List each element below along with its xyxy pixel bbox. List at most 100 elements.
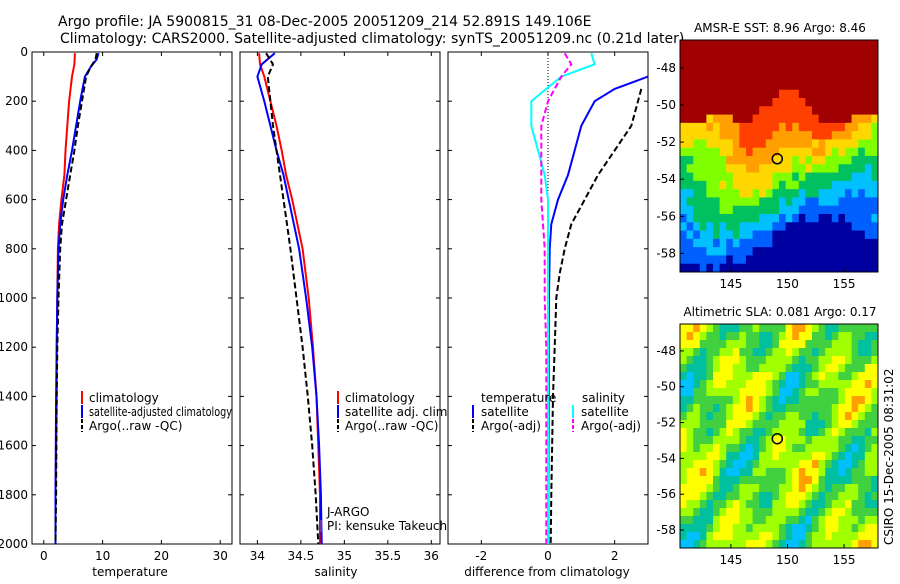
map-cell — [693, 356, 701, 365]
map-cell — [693, 500, 701, 509]
map-cell — [831, 131, 839, 140]
map-cell — [858, 73, 866, 82]
map-cell — [871, 452, 879, 461]
map-cell — [772, 73, 780, 82]
map-cell — [818, 524, 826, 533]
map-cell — [818, 40, 826, 49]
map-cell — [831, 205, 839, 215]
map-cell — [858, 444, 866, 453]
map-cell — [792, 40, 800, 49]
map-cell — [759, 64, 767, 74]
map-cell — [752, 64, 760, 74]
map-cell — [713, 147, 720, 157]
map-cell — [818, 164, 826, 173]
map-cell — [845, 388, 852, 397]
map-cell — [699, 404, 707, 413]
map-cell — [739, 156, 747, 165]
map-cell — [805, 484, 813, 493]
map-cell — [719, 404, 727, 413]
map-cell — [798, 348, 806, 357]
map-cell — [772, 106, 780, 115]
map-cell — [772, 420, 780, 429]
map-cell — [851, 540, 859, 549]
map-cell — [759, 139, 767, 149]
map-cell — [798, 396, 806, 405]
map-cell — [713, 428, 720, 437]
map-cell — [858, 508, 866, 517]
map-cell — [699, 214, 707, 223]
map-cell — [686, 324, 694, 333]
map-cell — [845, 324, 852, 333]
map-cell — [858, 89, 866, 99]
map-cell — [851, 468, 859, 477]
map-cell — [739, 348, 747, 357]
map-cell — [726, 197, 734, 207]
map-cell — [818, 540, 826, 549]
x-tick-label: 20 — [154, 549, 169, 563]
map-cell — [779, 532, 786, 541]
map-cell — [765, 222, 773, 231]
map-cell — [818, 172, 826, 182]
legend-argo: Argo(..raw -QC) — [89, 419, 182, 433]
map-cell — [765, 380, 773, 389]
map-cell — [713, 247, 720, 256]
map-cell — [759, 56, 767, 66]
map-cell — [719, 484, 727, 493]
map-cell — [812, 372, 819, 381]
map-cell — [746, 73, 753, 82]
map-cell — [779, 114, 786, 124]
map-cell — [805, 147, 813, 157]
map-cell — [805, 388, 813, 397]
map-cell — [864, 428, 872, 437]
map-cell — [785, 396, 793, 405]
map-cell — [871, 372, 879, 381]
map-cell — [706, 147, 714, 157]
map-cell — [792, 56, 800, 66]
map-cell — [759, 452, 767, 461]
map-cell — [752, 81, 760, 91]
map-cell — [838, 412, 846, 421]
map-cell — [818, 396, 826, 405]
map-cell — [845, 500, 852, 509]
map-cell — [812, 364, 819, 373]
map-cell — [792, 139, 800, 149]
map-cell — [871, 364, 879, 373]
map-cell — [798, 238, 806, 248]
map-cell — [719, 64, 727, 74]
map-cell — [719, 156, 727, 165]
map-cell — [858, 189, 866, 198]
map-cell — [825, 436, 833, 445]
map-cell — [818, 380, 826, 389]
map-cell — [732, 131, 740, 140]
map-cell — [825, 516, 833, 525]
map-cell — [838, 508, 846, 517]
map-cell — [759, 532, 767, 541]
map-cell — [719, 428, 727, 437]
map-cell — [871, 230, 879, 240]
map-cell — [858, 484, 866, 493]
map-cell — [726, 524, 734, 533]
map-cell — [772, 492, 780, 501]
map-cell — [739, 524, 747, 533]
map-cell — [686, 255, 694, 265]
map-cell — [818, 500, 826, 509]
map-cell — [726, 98, 734, 107]
map-cell — [851, 516, 859, 525]
map-cell — [693, 436, 701, 445]
map-cell — [864, 131, 872, 140]
map-cell — [779, 492, 786, 501]
map-cell — [686, 197, 694, 207]
map-cell — [739, 139, 747, 149]
map-cell — [765, 428, 773, 437]
map-cell — [825, 388, 833, 397]
map-cell — [825, 540, 833, 549]
map-cell — [792, 106, 800, 115]
map-cell — [746, 255, 753, 265]
map-cell — [739, 468, 747, 477]
map-cell — [831, 532, 839, 541]
map-y-tick-label: -56 — [656, 487, 676, 501]
map-cell — [746, 508, 753, 517]
map-cell — [739, 40, 747, 49]
map-cell — [858, 412, 866, 421]
map-cell — [752, 444, 760, 453]
